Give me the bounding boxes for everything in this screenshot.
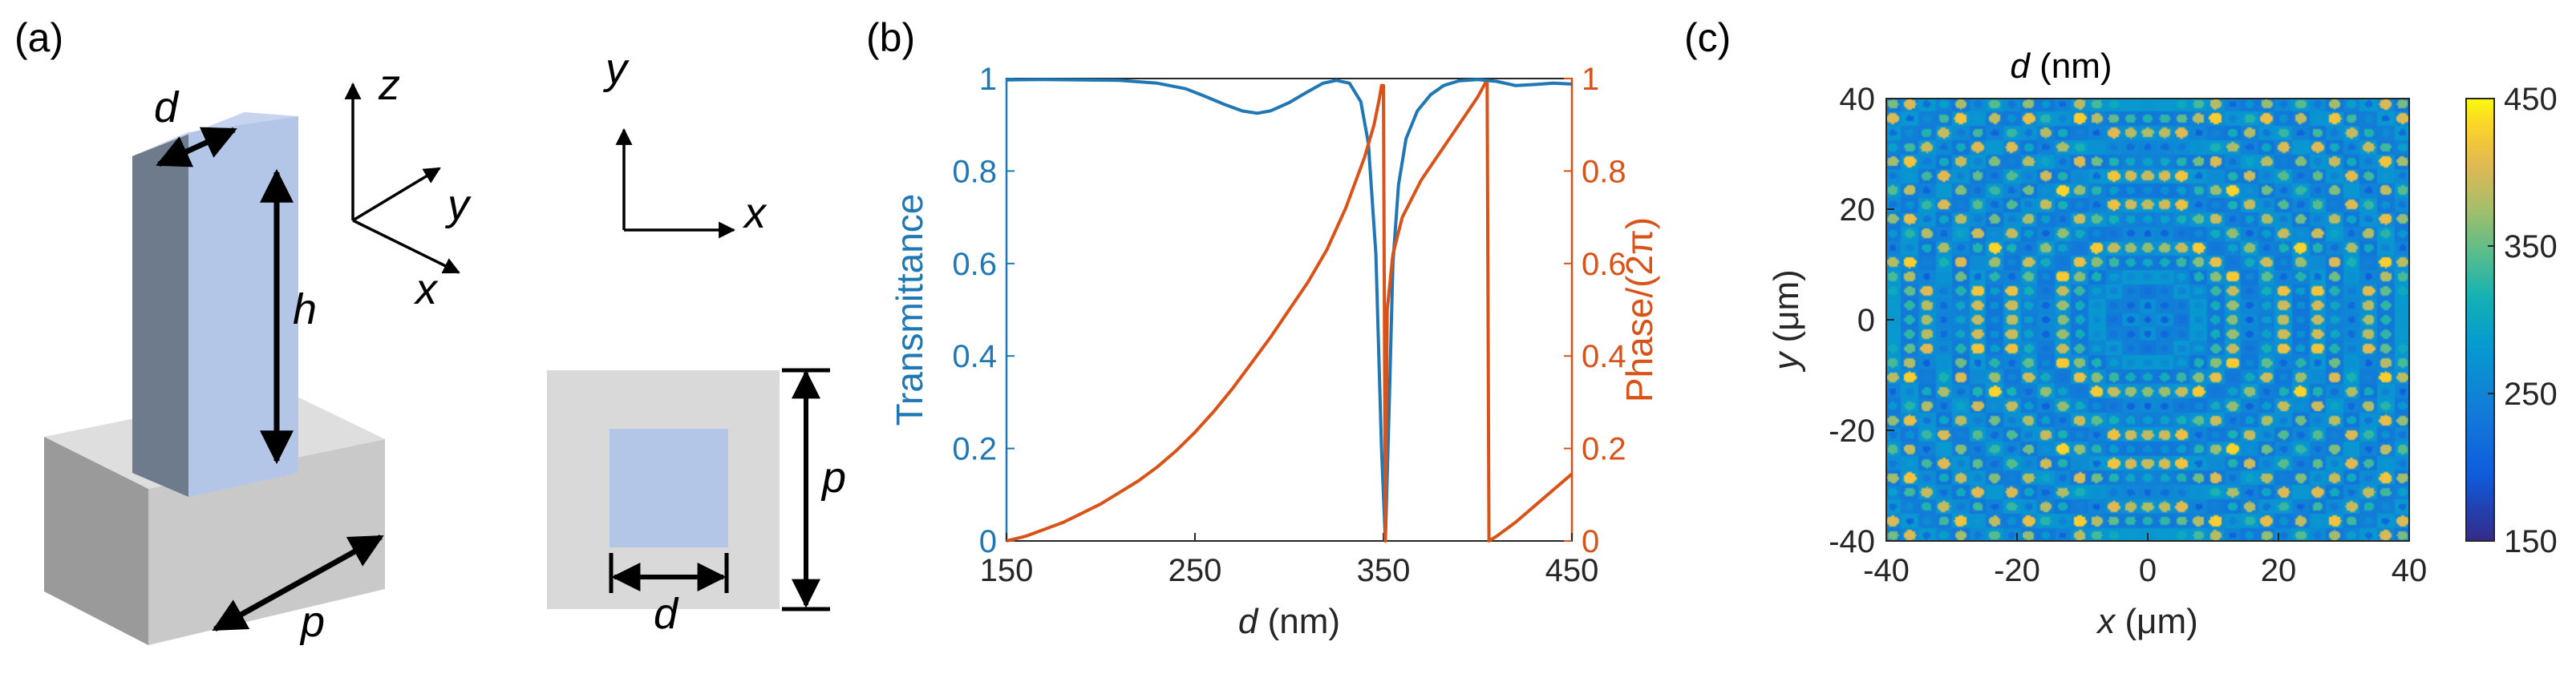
- y-left-tick-label: 1: [979, 62, 997, 97]
- d-dimension-arrow: [156, 127, 237, 167]
- axis-y-label: y: [448, 181, 469, 229]
- heatmap-x-tick-label: -40: [1863, 553, 1910, 588]
- base-left-face: [44, 437, 148, 645]
- y-left-tick-label: 0.8: [952, 154, 997, 189]
- panel-label-c: (c): [1684, 15, 1732, 60]
- heatmap-x-tick-label: 40: [2392, 553, 2428, 588]
- heatmap-axes: -40 -20 0 20 40 40 20 0 -20 -40 x (μm) y (μm) 450 350…: [1767, 82, 2558, 641]
- panel-c: (c) d (nm) -40 -20 0 20 40 40 20 0 -20 -40 x (μm) y…: [1660, 0, 2576, 682]
- y-right-tick-label: 0.8: [1582, 154, 1626, 189]
- topview-p-label: p: [822, 454, 847, 502]
- colorbar-tick-label: 250: [2504, 377, 2558, 412]
- heatmap-x-tick-label: 20: [2261, 553, 2297, 588]
- heatmap-title-var: d: [2010, 46, 2030, 86]
- panel-label-a: (a): [14, 15, 64, 60]
- heatmap-y-axis-label: y (μm): [1767, 269, 1806, 373]
- y-axis-3d: [352, 167, 441, 222]
- p-dimension-arrow: [212, 534, 384, 632]
- colorbar-tick-label: 350: [2504, 229, 2558, 264]
- x-tick-label: 250: [1169, 553, 1222, 588]
- heatmap-y-tick-label: 20: [1840, 192, 1876, 228]
- axis-z-label: z: [379, 61, 400, 109]
- axis2d-y-label: y: [606, 45, 627, 93]
- panel-b: (b) 150 250 350 450 0 0.2 0.4 0.6 0.8 1 0 0.2 0.4 0.6…: [850, 0, 1660, 682]
- y-right-axis-label: Phase/(2π): [1618, 217, 1660, 402]
- y-right-tick-label: 1: [1582, 62, 1599, 97]
- heatmap-image: [1886, 99, 2409, 541]
- heatmap-title-unit: (nm): [2029, 46, 2112, 86]
- base-p-label: p: [301, 598, 326, 646]
- pillar-front-face: [188, 116, 298, 497]
- y-left-axis-label: Transmittance: [889, 194, 930, 426]
- y-left-tick-label: 0.4: [952, 339, 997, 374]
- x-tick-label: 150: [980, 553, 1034, 588]
- heatmap-y-tick-label: -40: [1829, 524, 1875, 559]
- pillar-top-square: [610, 429, 728, 547]
- y-left-tick-label: 0.2: [952, 432, 997, 467]
- x-tick-label: 350: [1357, 553, 1411, 588]
- heatmap-x-tick-label: -20: [1994, 553, 2040, 588]
- axis-x-label: x: [415, 265, 437, 313]
- y-left-tick-label: 0: [979, 524, 997, 559]
- transmittance-phase-chart: 150 250 350 45000.20.40.60.8100.20.40.60.81…: [889, 62, 1660, 641]
- y-right-tick-label: 0.4: [1582, 339, 1626, 374]
- pillar-h-label: h: [293, 285, 318, 333]
- heatmap-x-axis-label: x (μm): [2096, 602, 2198, 641]
- phase-line: [1006, 81, 1574, 543]
- x-tick-label: 450: [1545, 553, 1599, 588]
- panel-a: (a): [0, 0, 850, 682]
- pillar-side-face: [132, 132, 188, 497]
- y-right-tick-label: 0.2: [1582, 432, 1626, 467]
- pillar-diagram: [44, 82, 830, 645]
- panel-label-b: (b): [866, 15, 916, 60]
- colorbar-tick-label: 150: [2504, 524, 2558, 559]
- colorbar: [2465, 98, 2495, 542]
- heatmap-y-tick-label: 0: [1857, 303, 1875, 338]
- y-right-tick-label: 0.6: [1582, 247, 1626, 282]
- x-axis-label: d (nm): [1238, 602, 1340, 641]
- pillar-top-face: [132, 112, 298, 156]
- x-axis-3d: [352, 219, 460, 274]
- heatmap-title: d (nm): [1925, 46, 2197, 87]
- heatmap-frame: [1885, 98, 2410, 542]
- heatmap-y-tick-label: 40: [1840, 82, 1876, 117]
- heatmap-x-tick-label: 0: [2139, 553, 2157, 588]
- pillar-d-label: d: [154, 83, 179, 131]
- y-left-tick-label: 0.6: [952, 247, 997, 282]
- topview-d-label: d: [654, 590, 678, 638]
- heatmap-y-tick-label: -20: [1829, 414, 1875, 449]
- colorbar-tick-label: 450: [2504, 82, 2558, 117]
- axis2d-x-label: x: [744, 189, 766, 237]
- y-right-tick-label: 0: [1582, 524, 1599, 559]
